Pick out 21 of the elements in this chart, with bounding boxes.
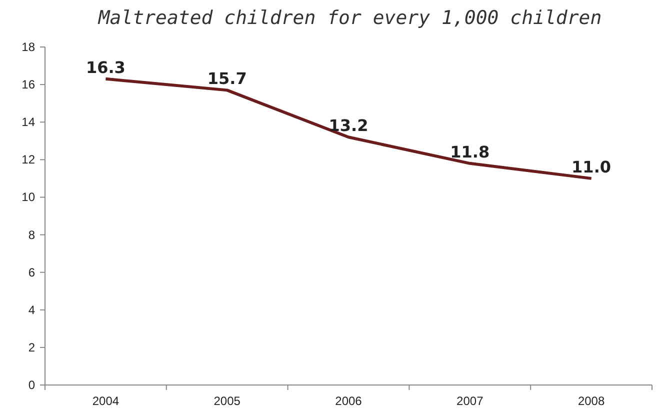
data-label: 16.3 [86, 58, 126, 77]
y-tick-label: 6 [28, 265, 36, 280]
x-tick-label: 2007 [456, 394, 484, 408]
y-tick-label: 16 [22, 78, 36, 92]
data-label: 15.7 [207, 69, 247, 88]
data-label: 13.2 [328, 116, 368, 136]
y-tick-label: 14 [22, 115, 36, 130]
y-tick-label: 10 [22, 190, 36, 204]
y-tick-label: 0 [28, 378, 36, 392]
x-tick-label: 2005 [214, 394, 241, 408]
y-tick-label: 4 [28, 302, 36, 317]
chart-title: Maltreated children for every 1,000 children [97, 7, 602, 29]
data-label: 11.8 [450, 142, 490, 162]
y-tick-label: 2 [28, 340, 36, 354]
x-tick-label: 2004 [92, 394, 120, 408]
x-tick-label: 2008 [578, 394, 605, 408]
y-tick-label: 12 [22, 152, 36, 167]
data-label: 11.0 [572, 157, 612, 176]
y-tick-label: 18 [22, 40, 36, 54]
y-tick-label: 8 [28, 228, 36, 242]
x-tick-label: 2006 [335, 394, 362, 408]
